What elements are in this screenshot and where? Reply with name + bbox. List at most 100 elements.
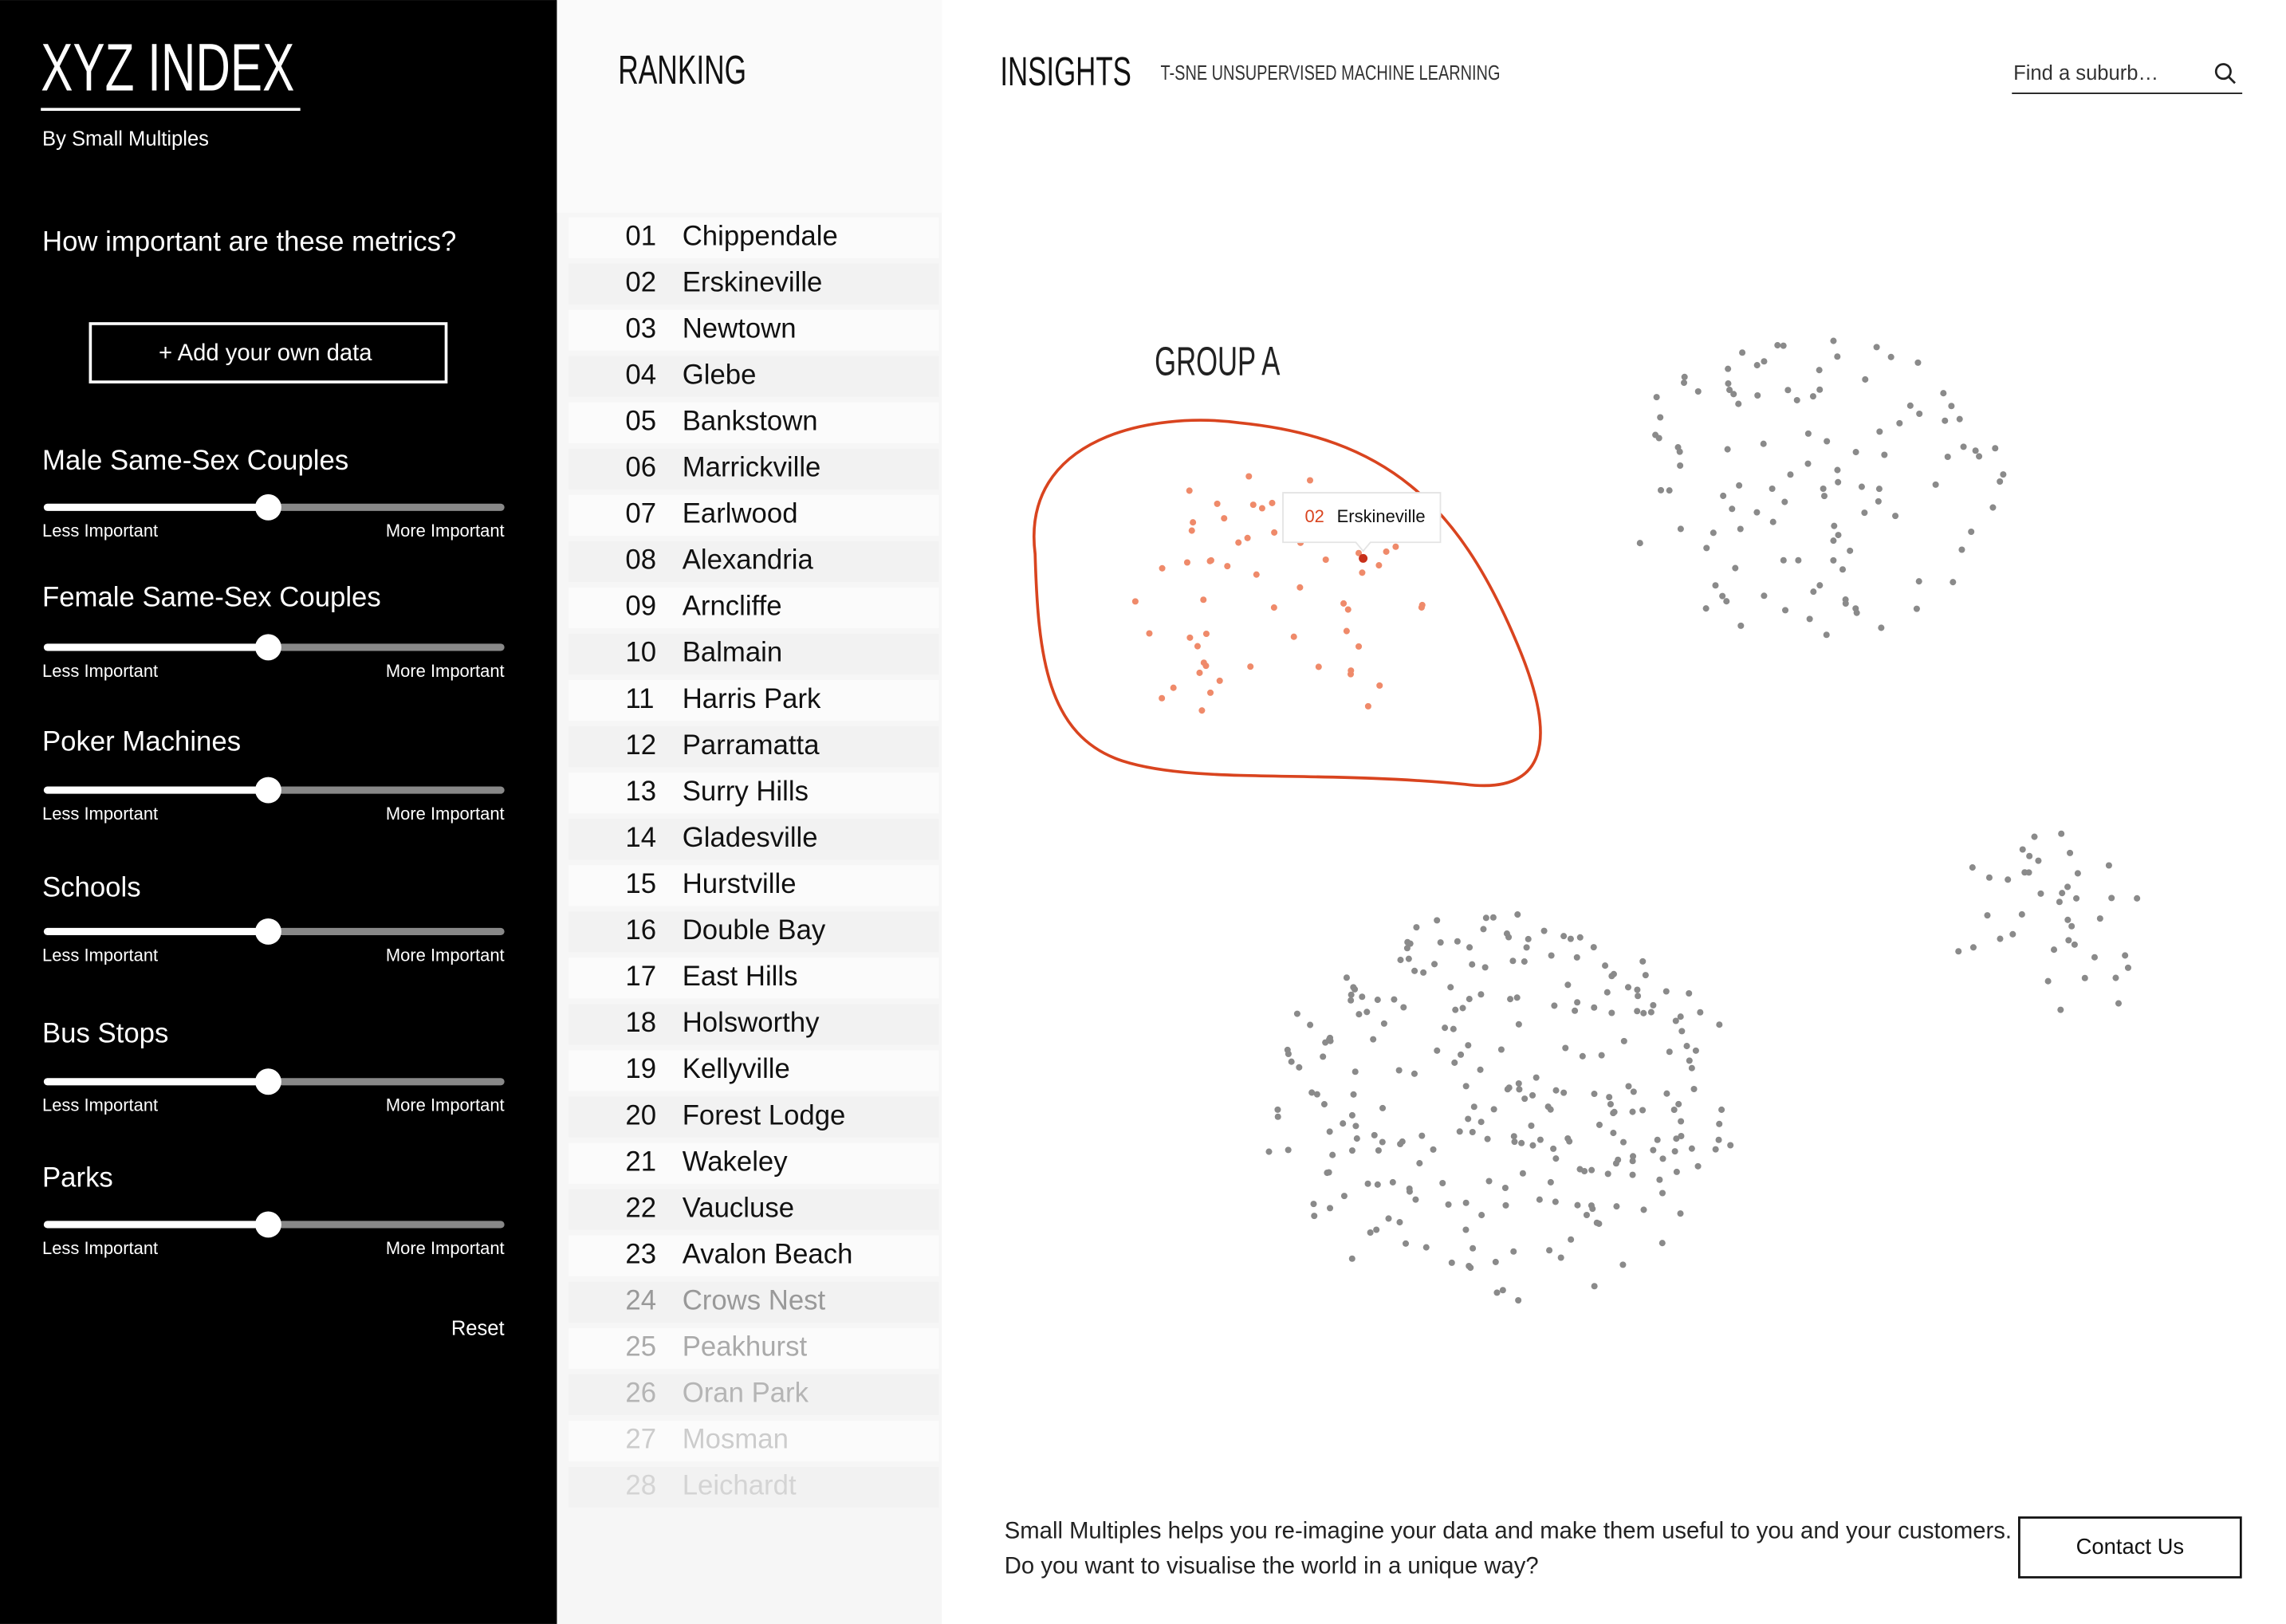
tsne-dot	[1411, 1070, 1418, 1077]
tsne-dot	[1249, 501, 1257, 509]
tsne-dot	[1389, 1178, 1396, 1186]
tsne-dot	[1452, 1006, 1459, 1013]
suburb-name: Oran Park	[683, 1378, 809, 1409]
rank-number: 23	[625, 1239, 656, 1269]
row-bg	[569, 957, 939, 999]
slider-knob[interactable]	[254, 634, 281, 661]
ranking-row[interactable]: 13 Surry Hills	[569, 773, 939, 814]
tsne-dot	[1391, 996, 1398, 1003]
slider-low: Less Important	[42, 945, 158, 965]
ranking-row[interactable]: 06 Marrickville	[569, 448, 939, 490]
ranking-row[interactable]: 21 Wakeley	[569, 1142, 939, 1184]
ranking-row[interactable]: 23 Avalon Beach	[569, 1235, 939, 1276]
tsne-dot	[2050, 946, 2058, 954]
ranking-row[interactable]: 19 Kellyville	[569, 1050, 939, 1091]
ranking-row[interactable]: 26 Oran Park	[569, 1374, 939, 1416]
suburb-name: Wakeley	[683, 1146, 789, 1177]
ranking-row[interactable]: 01 Chippendale	[569, 217, 939, 258]
tsne-dot	[1518, 1139, 1525, 1146]
slider-knob[interactable]	[254, 918, 281, 945]
tsne-dot	[1306, 477, 1314, 484]
slider-knob[interactable]	[254, 1068, 281, 1095]
footer-line1: Small Multiples helps you re-imagine you…	[1005, 1518, 2012, 1543]
row-bg	[569, 309, 939, 351]
tsne-dot	[1186, 487, 1193, 494]
tsne-dot	[1536, 1136, 1544, 1143]
suburb-name: Double Bay	[683, 915, 826, 946]
tsne-dot	[1875, 486, 1883, 493]
ranking-row[interactable]: 14 Gladesville	[569, 819, 939, 860]
ranking-row[interactable]: 02 Erskineville	[569, 263, 939, 305]
contact-button[interactable]: Contact Us	[2018, 1516, 2242, 1579]
reset-button[interactable]: Reset	[451, 1317, 505, 1339]
rank-number: 22	[625, 1193, 656, 1223]
tsne-dot	[1793, 396, 1800, 403]
tsne-dot	[1716, 1120, 1723, 1127]
ranking-row[interactable]: 20 Forest Lodge	[569, 1096, 939, 1138]
slider-knob[interactable]	[254, 493, 281, 521]
ranking-row[interactable]: 11 Harris Park	[569, 680, 939, 722]
row-bg	[569, 1327, 939, 1369]
tsne-dot	[1477, 1066, 1484, 1073]
ranking-row[interactable]: 16 Double Bay	[569, 911, 939, 953]
tsne-dot	[1615, 1156, 1622, 1163]
tsne-dot	[1244, 534, 1251, 541]
ranking-row[interactable]: 12 Parramatta	[569, 726, 939, 768]
ranking-row[interactable]: 17 East Hills	[569, 957, 939, 999]
ranking-row[interactable]: 27 Mosman	[569, 1420, 939, 1462]
tsne-dot	[1629, 1171, 1636, 1178]
tsne-dot	[1529, 1142, 1536, 1149]
ranking-row[interactable]: 10 Balmain	[569, 633, 939, 675]
tsne-dot	[1515, 1020, 1522, 1028]
slider-knob[interactable]	[254, 1211, 281, 1238]
ranking-row[interactable]: 07 Earlwood	[569, 494, 939, 537]
tsne-dot	[2091, 954, 2098, 961]
suburb-name: Crows Nest	[683, 1285, 826, 1315]
tsne-dot	[2105, 862, 2112, 869]
tsne-dot	[1397, 1140, 1404, 1148]
add-data-button[interactable]: + Add your own data	[89, 322, 448, 383]
ranking-row[interactable]: 09 Arncliffe	[569, 587, 939, 629]
tsne-dot	[1373, 1226, 1380, 1233]
tsne-dot	[1630, 1088, 1637, 1095]
rank-number: 01	[625, 221, 656, 251]
tsne-dot	[1681, 373, 1688, 380]
ranking-row[interactable]: 28 Leichardt	[569, 1466, 939, 1508]
ranking-row[interactable]: 18 Holsworthy	[569, 1004, 939, 1045]
rank-number: 20	[625, 1100, 656, 1131]
selected-dot[interactable]	[1359, 553, 1368, 563]
ranking-row[interactable]: 24 Crows Nest	[569, 1281, 939, 1323]
slider-knob[interactable]	[254, 777, 281, 804]
tsne-dot	[2057, 1006, 2064, 1013]
search-box[interactable]: Find a suburb…	[2012, 62, 2243, 94]
tsne-dot	[1969, 864, 1976, 871]
ranking-row[interactable]: 08 Alexandria	[569, 541, 939, 583]
tsne-dot	[1484, 1135, 1491, 1142]
tsne-dot	[1552, 1087, 1560, 1094]
tsne-dot	[1459, 1005, 1466, 1012]
tsne-dot	[1348, 1147, 1355, 1154]
ranking-row[interactable]: 15 Hurstville	[569, 865, 939, 906]
tsne-dot	[1723, 598, 1730, 605]
ranking-row[interactable]: 03 Newtown	[569, 309, 939, 351]
tsne-dot	[1950, 579, 1957, 586]
tsne-dot	[1397, 957, 1404, 964]
ranking-row[interactable]: 22 Vaucluse	[569, 1189, 939, 1230]
tsne-dot	[1591, 1004, 1598, 1011]
ranking-row[interactable]: 25 Peakhurst	[569, 1327, 939, 1369]
tsne-dot	[1482, 914, 1489, 922]
ranking-row[interactable]: 04 Glebe	[569, 356, 939, 397]
suburb-name: Bankstown	[683, 406, 818, 436]
tsne-dot	[1326, 1205, 1334, 1212]
suburb-name: Surry Hills	[683, 777, 809, 807]
tsne-dot	[1403, 945, 1411, 952]
slider-track-right	[268, 1221, 505, 1229]
ranking-row[interactable]: 05 Bankstown	[569, 402, 939, 443]
tsne-dot	[1551, 1002, 1558, 1009]
rank-number: 13	[625, 777, 656, 807]
tsne-dot	[1694, 387, 1702, 395]
suburb-name: Alexandria	[683, 545, 814, 576]
footer-line2: Do you want to visualise the world in a …	[1005, 1553, 1539, 1579]
tsne-dot	[1307, 1021, 1314, 1028]
tsne-dot	[1984, 912, 1991, 919]
